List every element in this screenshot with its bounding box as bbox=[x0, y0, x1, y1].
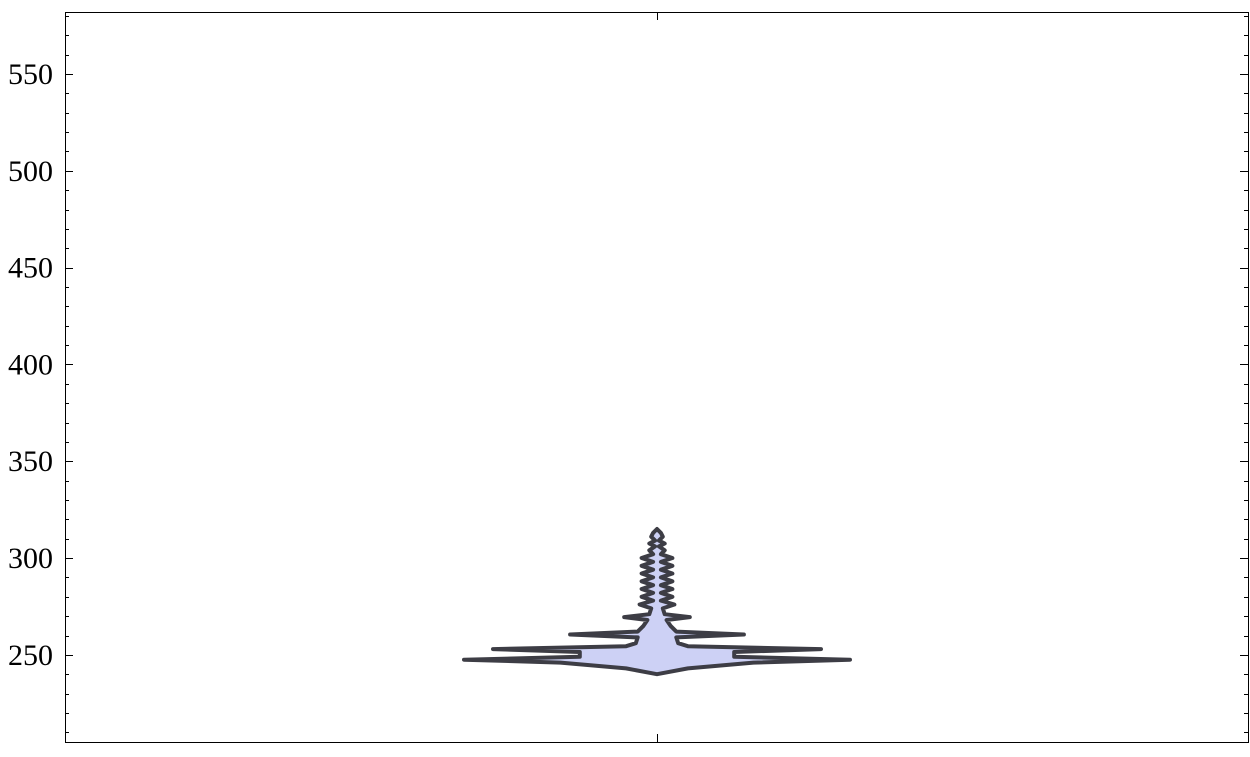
violin-series-0 bbox=[462, 527, 852, 677]
y-tick-label: 450 bbox=[8, 252, 53, 285]
y-axis-tick-labels: 250 300 350 400 450 500 550 bbox=[8, 58, 53, 672]
y-tick-label: 400 bbox=[8, 348, 53, 381]
y-tick-label: 250 bbox=[8, 639, 53, 672]
y-tick-label: 350 bbox=[8, 445, 53, 478]
y-tick-label: 300 bbox=[8, 542, 53, 575]
y-tick-label: 550 bbox=[8, 58, 53, 91]
y-tick-label: 500 bbox=[8, 155, 53, 188]
y-axis-ticks bbox=[65, 16, 1248, 733]
